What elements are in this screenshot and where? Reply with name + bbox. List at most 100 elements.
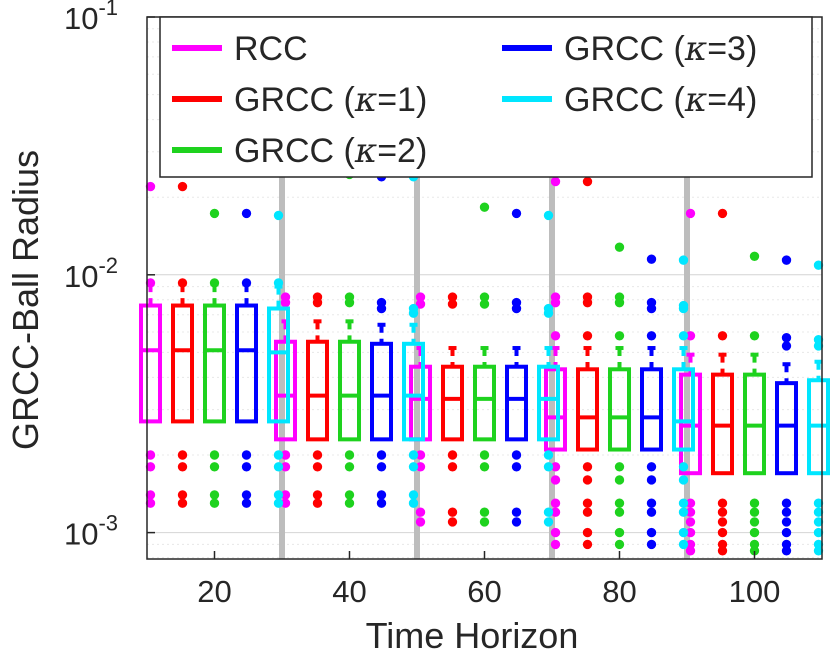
outlier-point [415,299,426,309]
outlier-point [550,539,561,550]
outlier-point [781,341,792,351]
y-axis-label: GRCC-Ball Radius [5,150,46,450]
outlier-point [273,490,284,500]
box [608,367,631,452]
outlier-point [273,278,284,288]
series-group [139,176,702,556]
box [402,341,425,442]
outlier-point [273,462,284,472]
outlier-point [781,507,792,517]
y-tick-label: 10-2 [64,253,118,294]
outlier-point [678,303,689,314]
outlier-point [678,527,689,538]
outlier-point [273,450,284,460]
outlier-point [511,462,522,472]
grid-lines [147,28,822,559]
outlier-point [344,462,355,472]
outlier-point [209,498,220,508]
outlier-point [749,527,760,538]
outlier-point [241,450,252,460]
x-tick-label: 60 [467,574,501,609]
outlier-point [447,462,458,472]
outlier-point [646,303,657,314]
outlier-point [646,475,657,485]
outlier-point [582,462,593,472]
outlier-point [582,507,593,517]
outlier-point [408,450,419,460]
x-axis-ticks: 20 40 60 80 100 [197,551,780,609]
outlier-point [678,539,689,550]
outlier-point [376,498,387,508]
outlier-point [447,299,458,309]
outlier-point [646,539,657,550]
outlier-point [177,181,188,192]
outlier-point [376,490,387,500]
outlier-point [781,517,792,527]
outlier-point [312,462,323,472]
x-tick-label: 40 [332,574,366,609]
outlier-point [479,450,490,460]
outlier-point [408,308,419,318]
outlier-point [717,507,728,517]
outlier-point [511,208,522,219]
box [672,367,695,452]
outlier-point [614,297,625,308]
outlier-point [646,462,657,472]
box [171,303,194,424]
outlier-point [614,507,625,517]
outlier-point [781,527,792,538]
outlier-point [511,303,522,314]
outlier-point [582,297,593,308]
outlier-point [678,498,689,508]
outlier-point [781,546,792,556]
legend-entry: GRCC (κ=1) [172,80,427,120]
outlier-point [582,331,593,341]
outlier-point [646,527,657,538]
box [370,341,393,442]
outlier-point [543,450,554,460]
outlier-point [209,462,220,472]
box [274,339,297,442]
outlier-point [241,462,252,472]
outlier-point [312,498,323,508]
outlier-point [646,254,657,264]
box [203,303,226,424]
outlier-point [376,450,387,460]
box [544,367,567,452]
outlier-point [614,242,625,252]
outlier-point [273,210,284,221]
outlier-point [479,202,490,212]
outlier-point [447,450,458,460]
box [576,367,599,452]
outlier-point [273,498,284,508]
outlier-point [376,462,387,472]
outlier-point [678,507,689,517]
outlier-point [209,450,220,460]
outlier-point [312,450,323,460]
legend-entry: RCC [172,30,308,68]
outlier-point [344,450,355,460]
outlier-point [241,208,252,219]
outlier-point [415,517,426,527]
y-tick-label: 10-3 [64,511,118,552]
outlier-point [685,208,696,219]
outlier-point [241,498,252,508]
outlier-point [614,475,625,485]
outlier-point [511,450,522,460]
box-series [139,169,830,556]
y-tick-label: 10-1 [64,0,118,36]
outlier-point [543,507,554,517]
outlier-point [781,333,792,343]
outlier-point [717,527,728,538]
box [505,364,528,442]
outlier-point [177,498,188,508]
outlier-point [781,255,792,265]
outlier-point [447,507,458,517]
legend-entry: GRCC (κ=2) [172,131,427,171]
outlier-point [479,299,490,309]
outlier-point [717,546,728,556]
legend-box [159,16,813,178]
outlier-point [717,498,728,508]
box [537,364,560,442]
outlier-point [312,297,323,308]
